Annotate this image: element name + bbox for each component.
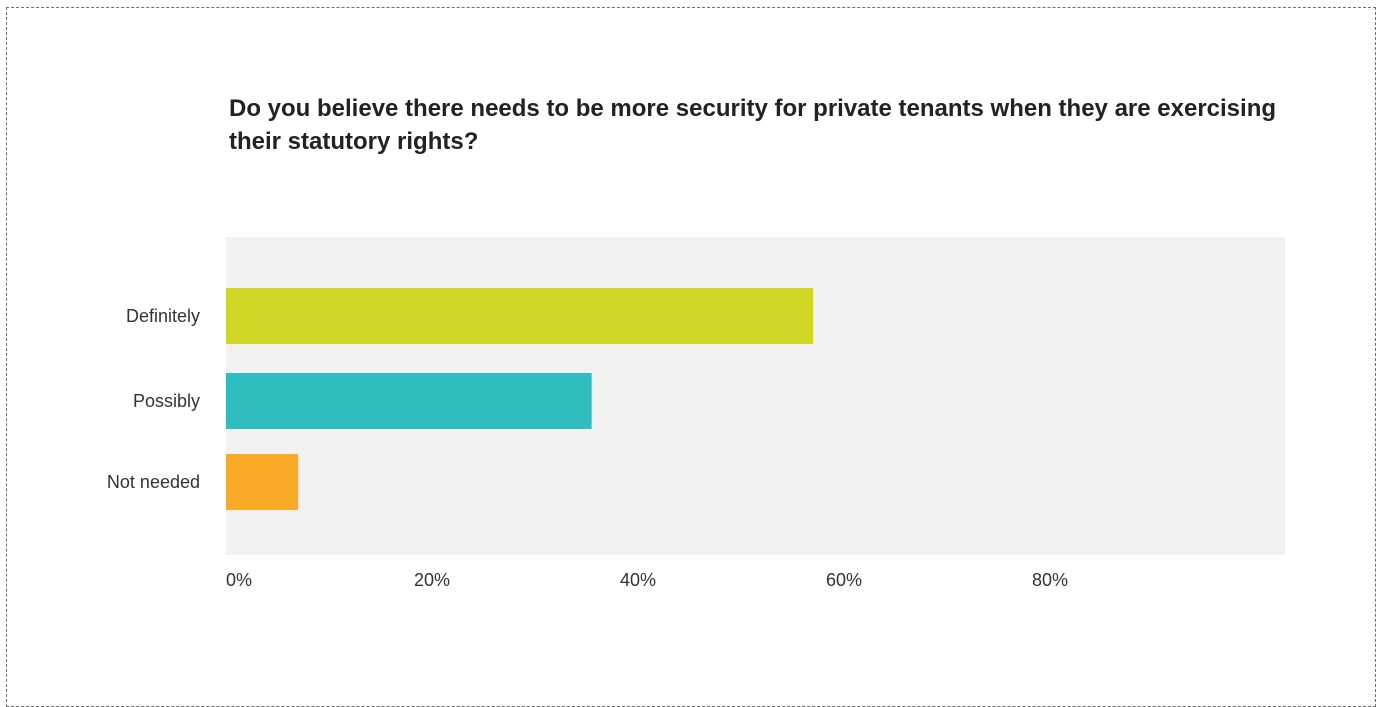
- bar-chart: Definitely Possibly Not needed 0% 20% 40% 60%…: [107, 237, 1285, 590]
- bar-possibly: [226, 373, 592, 429]
- x-tick-label: 20%: [414, 570, 450, 590]
- category-label: Not needed: [107, 472, 200, 492]
- x-tick-label: 0%: [226, 570, 252, 590]
- category-label: Definitely: [126, 306, 200, 326]
- x-tick-label: 40%: [620, 570, 656, 590]
- bar-not-needed: [226, 454, 299, 510]
- x-tick-label: 60%: [826, 570, 862, 590]
- chart-title: Do you believe there needs to be more se…: [229, 95, 1277, 155]
- x-tick-label: 80%: [1032, 570, 1068, 590]
- bar-definitely: [226, 288, 814, 344]
- category-label: Possibly: [133, 391, 200, 411]
